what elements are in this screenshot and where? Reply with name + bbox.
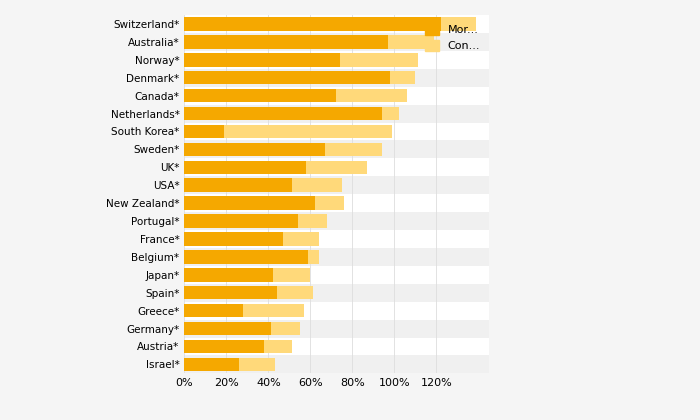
Bar bbox=[184, 355, 489, 373]
Bar bbox=[184, 266, 489, 284]
Bar bbox=[184, 212, 489, 230]
Bar bbox=[184, 194, 489, 212]
Bar bbox=[184, 178, 291, 192]
Bar bbox=[184, 105, 489, 123]
Bar bbox=[184, 176, 489, 194]
Bar bbox=[184, 69, 489, 87]
Bar bbox=[184, 140, 489, 158]
Bar bbox=[389, 35, 435, 49]
Bar bbox=[264, 340, 291, 353]
Bar bbox=[184, 71, 391, 84]
Legend: Mor..., Con...: Mor..., Con... bbox=[422, 21, 484, 55]
Bar bbox=[441, 17, 477, 31]
Bar bbox=[382, 107, 399, 120]
Bar bbox=[184, 125, 224, 138]
Bar bbox=[184, 304, 243, 318]
Bar bbox=[184, 320, 489, 338]
Bar bbox=[184, 89, 335, 102]
Bar bbox=[184, 35, 388, 49]
Bar bbox=[283, 232, 318, 246]
Bar bbox=[184, 230, 489, 248]
Bar bbox=[184, 248, 489, 266]
Bar bbox=[243, 304, 304, 318]
Bar bbox=[184, 284, 489, 302]
Bar bbox=[184, 17, 441, 31]
Bar bbox=[184, 338, 489, 355]
Bar bbox=[291, 178, 342, 192]
Bar bbox=[314, 197, 344, 210]
Bar bbox=[325, 143, 382, 156]
Bar bbox=[298, 214, 327, 228]
Bar bbox=[184, 160, 306, 174]
Bar bbox=[184, 268, 272, 281]
Bar bbox=[306, 160, 367, 174]
Bar bbox=[184, 107, 382, 120]
Bar bbox=[184, 302, 489, 320]
Bar bbox=[184, 158, 489, 176]
Bar bbox=[184, 340, 264, 353]
Bar bbox=[184, 322, 270, 335]
Bar bbox=[184, 53, 340, 66]
Bar bbox=[270, 322, 300, 335]
Bar bbox=[308, 250, 318, 264]
Bar bbox=[184, 143, 325, 156]
Bar bbox=[224, 125, 393, 138]
Bar bbox=[335, 89, 407, 102]
Bar bbox=[184, 15, 489, 33]
Bar bbox=[272, 268, 310, 281]
Bar bbox=[184, 33, 489, 51]
Bar bbox=[239, 358, 274, 371]
Bar bbox=[391, 71, 416, 84]
Bar bbox=[184, 232, 283, 246]
Bar bbox=[340, 53, 418, 66]
Bar bbox=[184, 197, 314, 210]
Bar bbox=[184, 358, 239, 371]
Bar bbox=[184, 87, 489, 105]
Bar bbox=[184, 250, 308, 264]
Bar bbox=[184, 123, 489, 140]
Bar bbox=[184, 214, 298, 228]
Bar bbox=[184, 51, 489, 69]
Bar bbox=[276, 286, 312, 299]
Bar bbox=[184, 286, 276, 299]
